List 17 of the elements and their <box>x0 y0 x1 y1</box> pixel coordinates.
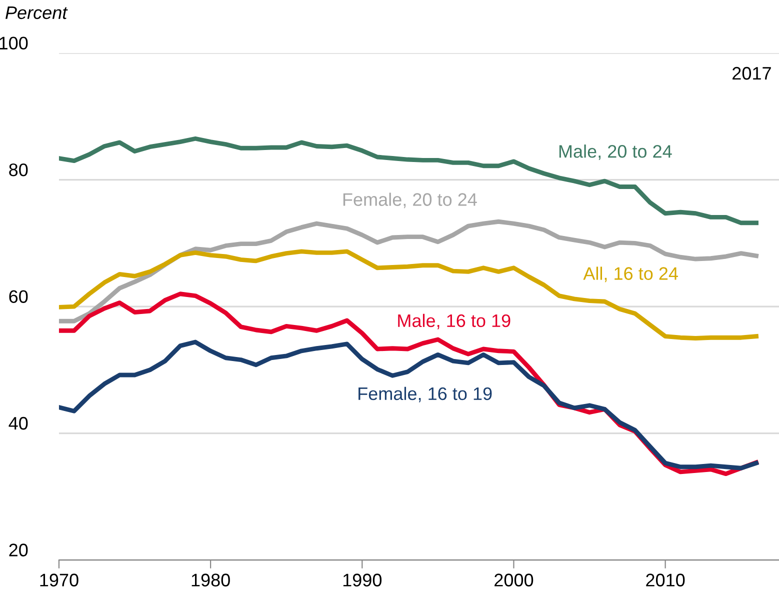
series-label: Male, 16 to 19 <box>398 314 510 330</box>
series-label: Female, 20 to 24 <box>343 192 477 208</box>
series-label: Male, 20 to 24 <box>559 144 672 160</box>
x-tick-label: 1970 <box>40 574 78 586</box>
y-tick-label: 100 <box>0 36 28 50</box>
y-axis-title: Percent <box>6 6 68 20</box>
x-tick-label: 1990 <box>343 574 382 586</box>
series-label: Female, 16 to 19 <box>358 386 492 402</box>
y-tick-label: 60 <box>9 290 28 303</box>
y-tick-label: 40 <box>8 416 28 430</box>
y-tick-label: 20 <box>9 544 28 556</box>
x-tick-label: 1980 <box>192 574 230 586</box>
x-tick-label: 2000 <box>494 574 534 586</box>
annotation: 2017 <box>732 66 771 80</box>
y-tick-label: 80 <box>9 163 28 176</box>
x-tick-label: 2010 <box>646 574 685 586</box>
series-label: All, 16 to 24 <box>583 266 678 282</box>
